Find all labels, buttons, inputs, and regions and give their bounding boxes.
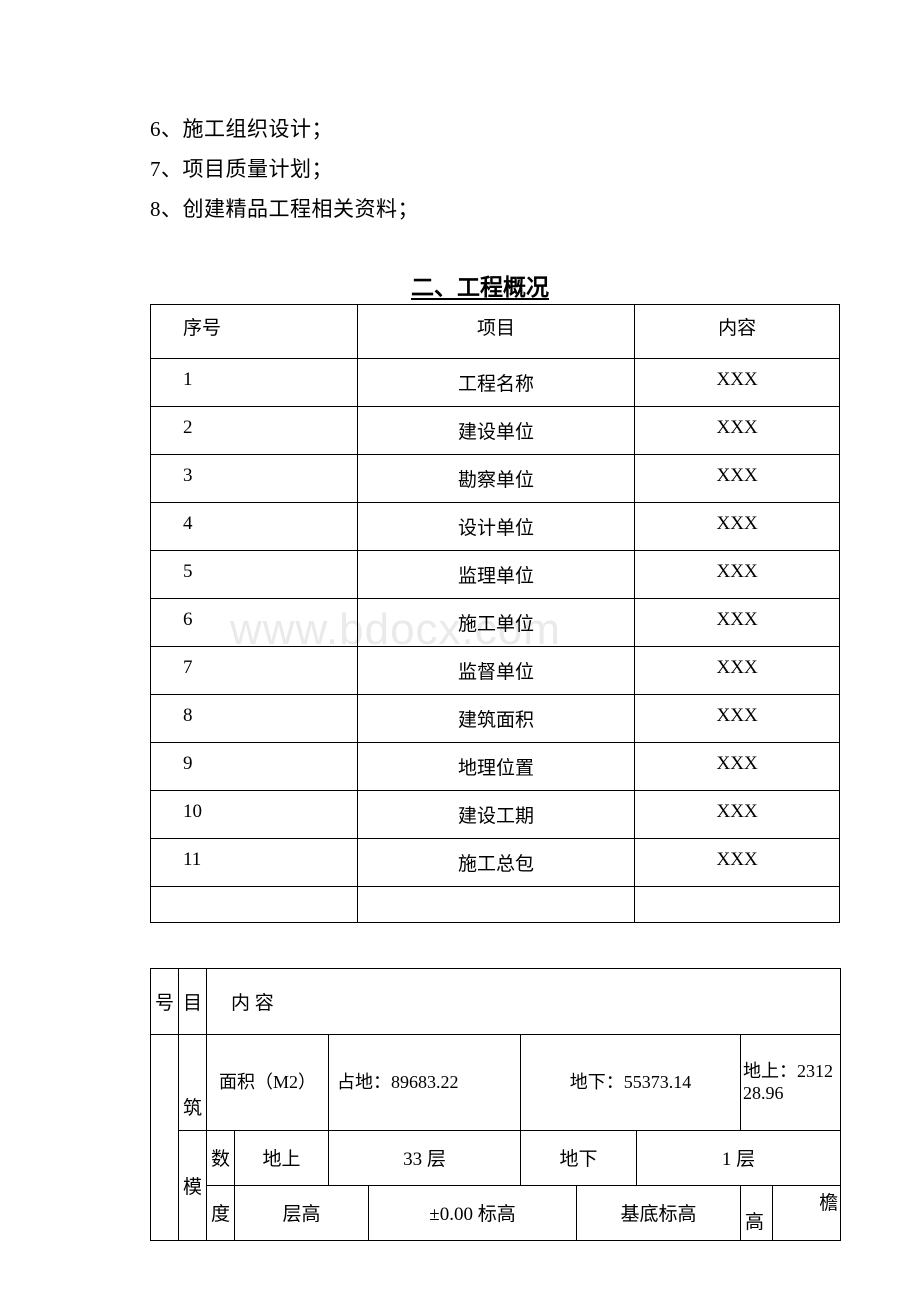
- table-row: 9地理位置XXX: [151, 742, 840, 790]
- cell-item: 监督单位: [357, 646, 635, 694]
- cell-gao: 高: [741, 1185, 773, 1240]
- cell-content: XXX: [635, 454, 840, 502]
- table-row: 10建设工期XXX: [151, 790, 840, 838]
- table-row: 5监理单位XXX: [151, 550, 840, 598]
- cell-33ceng: 33 层: [329, 1130, 521, 1185]
- table-empty-row: [151, 886, 840, 922]
- cell-mu: 目: [179, 968, 207, 1034]
- cell-mo: 模: [179, 1130, 207, 1240]
- cell-neirong: 内 容: [207, 968, 841, 1034]
- cell-dixia-lbl: 地下: [521, 1130, 637, 1185]
- cell-seq: 9: [151, 742, 358, 790]
- table2-row-floors: 模 数 地上 33 层 地下 1 层: [151, 1130, 841, 1185]
- cell-area-label: 面积（M2）: [207, 1034, 329, 1130]
- header-item: 项目: [357, 304, 635, 358]
- cell-seq: 10: [151, 790, 358, 838]
- header-seq: 序号: [151, 304, 358, 358]
- section-title: 二、工程概况: [150, 268, 810, 302]
- cell-content: XXX: [635, 598, 840, 646]
- cell-zhu: 筑: [179, 1034, 207, 1130]
- cell-content: XXX: [635, 550, 840, 598]
- cell-seq: 5: [151, 550, 358, 598]
- cell-item: 建设工期: [357, 790, 635, 838]
- cell-content: XXX: [635, 502, 840, 550]
- cell-seq: 8: [151, 694, 358, 742]
- cell-seq: 4: [151, 502, 358, 550]
- cell-dixia: 地下：55373.14: [521, 1034, 741, 1130]
- cell-zhandi: 占地：89683.22: [329, 1034, 521, 1130]
- building-scale-table: 号 目 内 容 筑 面积（M2） 占地：89683.22 地下：55373.14…: [150, 968, 841, 1241]
- header-content: 内容: [635, 304, 840, 358]
- cell-item: 设计单位: [357, 502, 635, 550]
- cell-seq: 1: [151, 358, 358, 406]
- cell-content: XXX: [635, 790, 840, 838]
- cell-shu: 数: [207, 1130, 235, 1185]
- cell-content: XXX: [635, 646, 840, 694]
- cell-1ceng: 1 层: [637, 1130, 841, 1185]
- cell-biaogao0: ±0.00 标高: [369, 1185, 577, 1240]
- cell-seq: 3: [151, 454, 358, 502]
- table-row: 11施工总包XXX: [151, 838, 840, 886]
- table2-row-area: 筑 面积（M2） 占地：89683.22 地下：55373.14 地上：2312…: [151, 1034, 841, 1130]
- cell-seq: 2: [151, 406, 358, 454]
- cell-cenggao: 层高: [235, 1185, 369, 1240]
- cell-seq: 7: [151, 646, 358, 694]
- table-row: 3勘察单位XXX: [151, 454, 840, 502]
- cell-dishang-lbl: 地上: [235, 1130, 329, 1185]
- cell-item: 地理位置: [357, 742, 635, 790]
- list-item-6: 6、施工组织设计；: [150, 110, 810, 150]
- table2-row-height: 度 层高 ±0.00 标高 基底标高 高 檐: [151, 1185, 841, 1240]
- cell-content: XXX: [635, 694, 840, 742]
- cell-content: XXX: [635, 358, 840, 406]
- cell-item: 监理单位: [357, 550, 635, 598]
- list-item-7: 7、项目质量计划；: [150, 150, 810, 190]
- cell-blank: [151, 1034, 179, 1240]
- table-row: 6施工单位XXX: [151, 598, 840, 646]
- cell-seq: 6: [151, 598, 358, 646]
- cell-yan: 檐: [773, 1185, 841, 1240]
- cell-dishang: 地上：231228.96: [741, 1034, 841, 1130]
- table-row: 7监督单位XXX: [151, 646, 840, 694]
- cell-content: XXX: [635, 406, 840, 454]
- table2-header-row: 号 目 内 容: [151, 968, 841, 1034]
- project-overview-table: 序号 项目 内容 1工程名称XXX 2建设单位XXX 3勘察单位XXX 4设计单…: [150, 304, 840, 923]
- cell-item: 工程名称: [357, 358, 635, 406]
- cell-seq: 11: [151, 838, 358, 886]
- cell-content: XXX: [635, 838, 840, 886]
- cell-jidi: 基底标高: [577, 1185, 741, 1240]
- list-item-8: 8、创建精品工程相关资料；: [150, 190, 810, 230]
- table-row: 2建设单位XXX: [151, 406, 840, 454]
- cell-content: XXX: [635, 742, 840, 790]
- cell-item: 施工总包: [357, 838, 635, 886]
- cell-item: 勘察单位: [357, 454, 635, 502]
- cell-item: 建设单位: [357, 406, 635, 454]
- cell-hao: 号: [151, 968, 179, 1034]
- table-header-row: 序号 项目 内容: [151, 304, 840, 358]
- cell-item: 建筑面积: [357, 694, 635, 742]
- table-row: 1工程名称XXX: [151, 358, 840, 406]
- cell-du: 度: [207, 1185, 235, 1240]
- table-row: 8建筑面积XXX: [151, 694, 840, 742]
- table-row: 4设计单位XXX: [151, 502, 840, 550]
- cell-item: 施工单位: [357, 598, 635, 646]
